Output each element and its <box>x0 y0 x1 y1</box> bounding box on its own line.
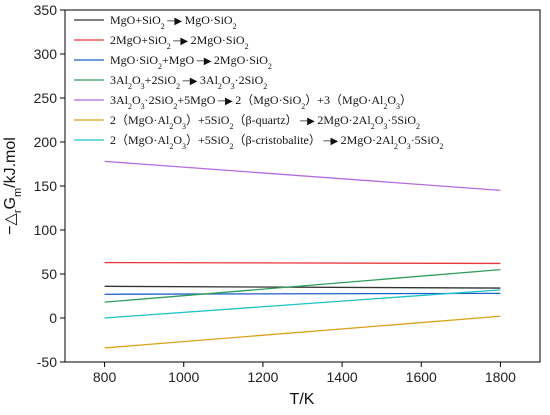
series-line-7 <box>104 289 501 319</box>
legend-item: 3Al2O3·2SiO2+5MgO ─▶ 2（MgO·SiO2）+3（MgO·A… <box>74 93 412 111</box>
series-layer <box>104 160 501 349</box>
y-tick-label: 350 <box>34 2 58 18</box>
y-tick-label: 100 <box>34 222 58 238</box>
x-axis-title: T/K <box>290 391 315 408</box>
legend-item: MgO+SiO2 ─▶ MgO·SiO2 <box>74 13 237 31</box>
legend-item: 2（MgO·Al2O3）+5SiO2（β-cristobalite） ─▶ 2M… <box>74 133 443 151</box>
legend-item: 3Al2O3+2SiO2 ─▶ 3Al2O3·2SiO2 <box>74 73 267 91</box>
series-line-6 <box>104 315 501 349</box>
y-tick-label: 300 <box>34 46 58 62</box>
x-tick-label: 1000 <box>168 369 199 385</box>
legend-label: 3Al2O3+2SiO2 ─▶ 3Al2O3·2SiO2 <box>110 73 267 91</box>
legend-label: MgO·SiO2+MgO ─▶ 2MgO·SiO2 <box>110 53 272 71</box>
legend-item: 2MgO+SiO2 ─▶ 2MgO·SiO2 <box>74 33 249 51</box>
y-tick-label: -50 <box>37 354 57 370</box>
y-axis-title-text: −△rGm/kJ.mol <box>2 137 24 235</box>
y-tick-label: 50 <box>41 266 57 282</box>
x-tick-label: 1800 <box>485 369 516 385</box>
y-tick-label: 200 <box>34 134 58 150</box>
x-tick-label: 800 <box>93 369 117 385</box>
x-tick-label: 1200 <box>247 369 278 385</box>
ticks-layer: 800 1000 1200 1400 1600 1800 -50 0 50 100 150 200 25… <box>34 2 517 385</box>
series-line-3 <box>104 292 501 295</box>
series-line-2 <box>104 261 501 265</box>
y-axis-title: −△rGm/kJ.mol <box>2 137 24 235</box>
series-line-5 <box>104 160 501 192</box>
legend-item: 2（MgO·Al2O3）+5SiO2（β-quartz） ─▶ 2MgO·2Al… <box>74 113 420 131</box>
series-line-4 <box>104 268 501 303</box>
y-tick-label: 0 <box>49 310 57 326</box>
x-tick-label: 1400 <box>327 369 358 385</box>
legend-label: 2（MgO·Al2O3）+5SiO2（β-cristobalite） ─▶ 2M… <box>110 133 443 151</box>
y-tick-label: 250 <box>34 90 58 106</box>
legend: MgO+SiO2 ─▶ MgO·SiO2 2MgO+SiO2 ─▶ 2MgO·Si… <box>74 13 443 151</box>
x-tick-label: 1600 <box>406 369 437 385</box>
legend-label: 2（MgO·Al2O3）+5SiO2（β-quartz） ─▶ 2MgO·2Al… <box>110 113 420 131</box>
y-tick-label: 150 <box>34 178 58 194</box>
legend-label: 3Al2O3·2SiO2+5MgO ─▶ 2（MgO·SiO2）+3（MgO·A… <box>110 93 412 111</box>
legend-label: MgO+SiO2 ─▶ MgO·SiO2 <box>110 13 237 31</box>
legend-item: MgO·SiO2+MgO ─▶ 2MgO·SiO2 <box>74 53 272 71</box>
plot-area: 800 1000 1200 1400 1600 1800 -50 0 50 100 150 200 25… <box>34 2 541 385</box>
series-line-1 <box>104 285 501 289</box>
legend-label: 2MgO+SiO2 ─▶ 2MgO·SiO2 <box>110 33 249 51</box>
